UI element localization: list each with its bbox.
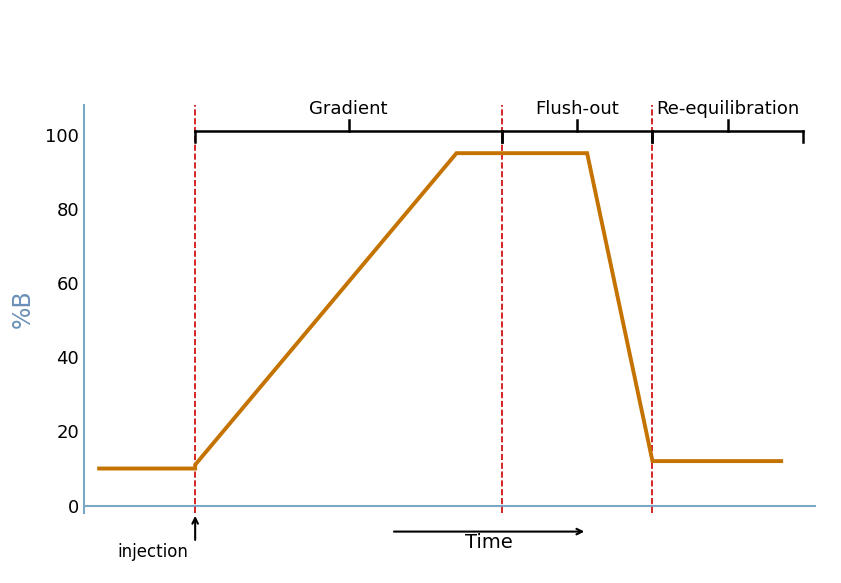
- Y-axis label: %B: %B: [10, 290, 34, 328]
- Text: Gradient: Gradient: [309, 100, 388, 118]
- Text: Time: Time: [465, 533, 513, 553]
- Text: Re-equilibration: Re-equilibration: [656, 100, 799, 118]
- Text: Flush-out: Flush-out: [536, 100, 619, 118]
- Text: injection: injection: [118, 543, 188, 561]
